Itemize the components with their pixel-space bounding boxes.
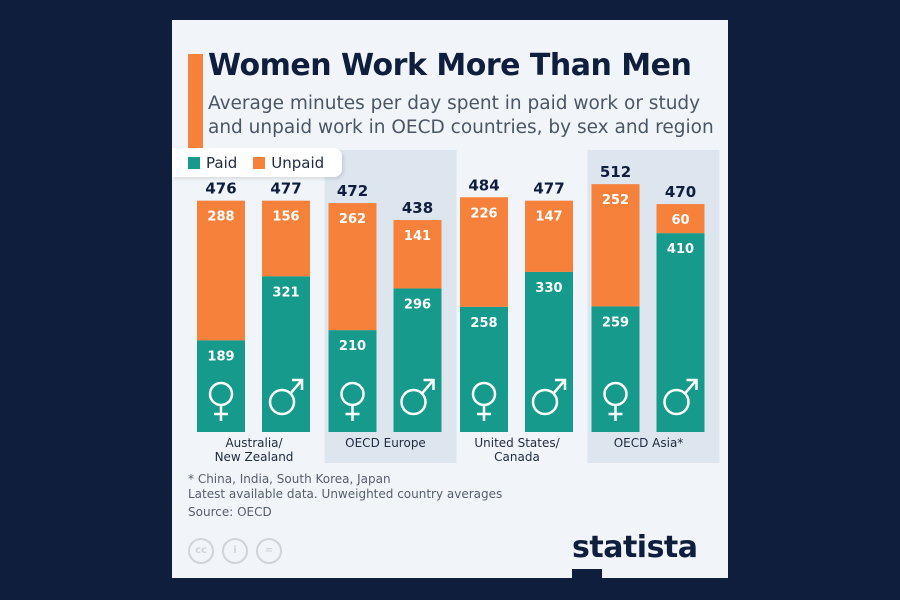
data-note: Latest available data. Unweighted countr… — [188, 487, 503, 501]
total-value-label: 438 — [402, 199, 433, 217]
paid-value-label: 296 — [404, 297, 431, 312]
male-icon-arrow — [683, 378, 698, 395]
bar-unpaid — [393, 220, 442, 289]
unpaid-value-label: 226 — [470, 206, 497, 221]
bar-unpaid — [591, 184, 640, 307]
no-derivatives-icon[interactable]: = — [256, 538, 282, 564]
bar-unpaid — [525, 200, 573, 272]
paid-value-label: 330 — [535, 281, 562, 296]
total-value-label: 484 — [468, 176, 499, 194]
paid-value-label: 410 — [667, 242, 694, 257]
category-label: OECD Asia* — [614, 436, 684, 450]
logo-text: statista — [572, 530, 698, 565]
legend-swatch-unpaid — [253, 156, 266, 169]
bar-paid — [525, 271, 573, 432]
category-label: United States/ — [474, 436, 560, 450]
statista-logo-icon — [572, 569, 602, 595]
total-value-label: 477 — [270, 180, 301, 198]
paid-value-label: 258 — [470, 316, 497, 331]
category-label: Australia/ — [225, 436, 283, 450]
unpaid-value-label: 141 — [404, 229, 431, 244]
paid-value-label: 189 — [207, 349, 234, 364]
male-icon-arrow — [420, 378, 435, 395]
male-icon — [663, 388, 690, 416]
bar-unpaid — [460, 197, 508, 307]
bar-paid — [393, 288, 442, 432]
legend: Paid Unpaid — [172, 148, 342, 177]
bar-unpaid — [656, 204, 705, 234]
category-label: Canada — [494, 450, 540, 464]
paid-value-label: 321 — [272, 285, 299, 300]
unpaid-value-label: 262 — [339, 212, 366, 227]
source-note: Source: OECD — [188, 505, 272, 519]
female-icon-cross — [345, 405, 360, 421]
paid-value-label: 210 — [339, 339, 366, 354]
bar-unpaid — [262, 200, 310, 277]
total-value-label: 512 — [600, 163, 631, 181]
infographic-card: Women Work More Than Men Average minutes… — [172, 20, 728, 595]
legend-swatch-paid — [188, 156, 200, 169]
unpaid-value-label: 60 — [671, 213, 689, 228]
chart-subtitle: Average minutes per day spent in paid wo… — [208, 93, 714, 138]
category-label: OECD Europe — [345, 436, 426, 450]
chart-area: 189 288 476 321 156 477 Australia/New Zealand 2… — [197, 150, 720, 464]
title-accent-bar — [188, 54, 203, 152]
female-icon-cross — [214, 405, 228, 421]
category-label: New Zealand — [215, 450, 294, 464]
statista-logo: statista — [572, 530, 728, 600]
male-icon — [400, 388, 427, 416]
male-icon-arrow — [552, 378, 567, 395]
male-icon — [531, 388, 559, 416]
male-icon-arrow — [289, 378, 304, 395]
attribution-icon[interactable]: i — [222, 538, 248, 564]
total-value-label: 472 — [337, 182, 368, 200]
unpaid-value-label: 288 — [207, 210, 234, 225]
paid-value-label: 259 — [602, 315, 629, 330]
legend-label-paid: Paid — [206, 153, 238, 172]
chart-title: Women Work More Than Men — [208, 48, 692, 83]
unpaid-value-label: 147 — [535, 210, 562, 225]
footnote: * China, India, South Korea, Japan — [188, 472, 391, 486]
bar-unpaid — [328, 203, 377, 331]
unpaid-value-label: 252 — [602, 193, 629, 208]
female-icon-cross — [608, 405, 623, 421]
cc-icon[interactable]: cc — [188, 538, 214, 564]
female-icon-cross — [477, 405, 491, 421]
unpaid-value-label: 156 — [272, 210, 299, 225]
total-value-label: 470 — [665, 183, 696, 201]
total-value-label: 476 — [205, 180, 236, 198]
male-icon — [268, 388, 296, 416]
total-value-label: 477 — [533, 180, 564, 198]
bar-unpaid — [197, 200, 245, 341]
legend-label-unpaid: Unpaid — [271, 153, 325, 172]
